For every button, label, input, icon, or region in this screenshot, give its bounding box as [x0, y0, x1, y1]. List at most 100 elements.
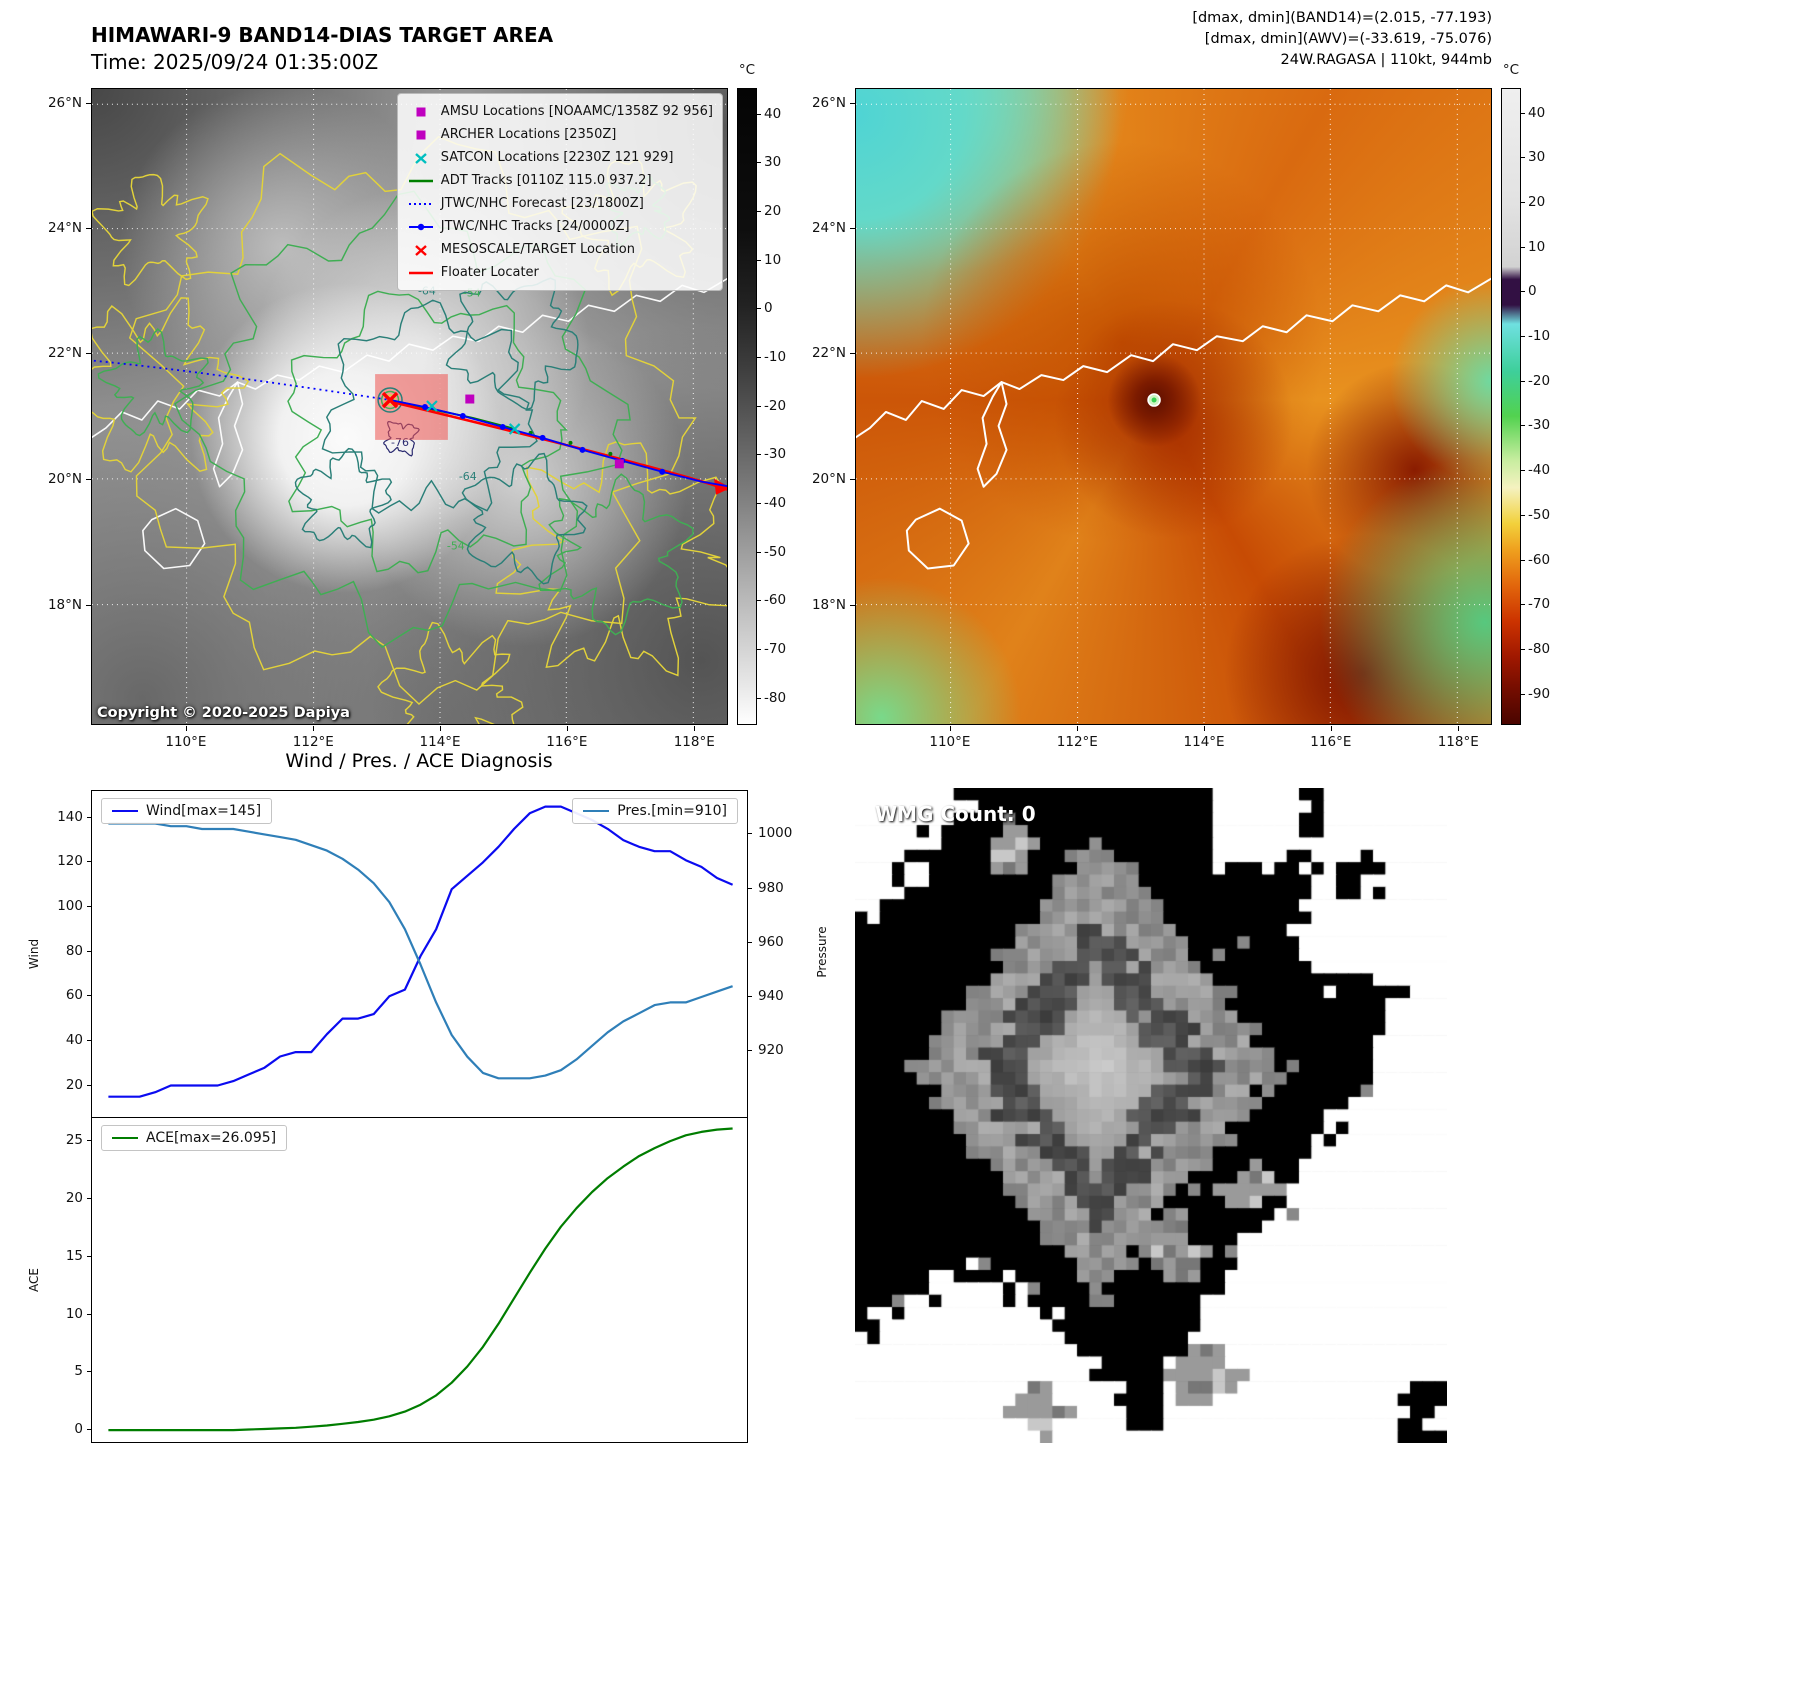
series-pressure — [108, 822, 733, 1080]
legend-item: ARCHER Locations [2350Z] — [407, 123, 713, 146]
lon-tick — [440, 726, 442, 731]
svg-text:-54: -54 — [447, 540, 465, 553]
lon-tick-label: 110°E — [929, 734, 971, 750]
colorbar-tick — [1521, 112, 1525, 114]
chart-tick-label: 0 — [74, 1421, 83, 1438]
colorbar-tick-label: -70 — [764, 641, 787, 658]
wmg-image — [855, 788, 1447, 1443]
lon-tick — [566, 726, 568, 731]
colorbar-tick — [757, 259, 761, 261]
colorbar-tick-label: -30 — [764, 446, 787, 463]
chart-tick-label: 60 — [65, 987, 83, 1004]
dmax-dmin-band14: [dmax, dmin](BAND14)=(2.015, -77.193) — [1192, 10, 1492, 26]
lat-tick-label: 24°N — [47, 220, 82, 237]
colorbar-tick — [757, 551, 761, 553]
chart-tick-label: 20 — [65, 1189, 83, 1206]
chart-tick-label: 940 — [758, 988, 784, 1005]
line-marker-icon — [408, 271, 433, 274]
colorbar-tick-label: 30 — [764, 154, 782, 171]
colorbar-tick — [1521, 291, 1525, 293]
colorbar-tick — [757, 697, 761, 699]
diagnosis-title: Wind / Pres. / ACE Diagnosis — [285, 750, 553, 772]
lon-tick-label: 110°E — [165, 734, 207, 750]
x-marker-icon — [414, 152, 427, 164]
lon-tick — [1077, 726, 1079, 731]
colorbar-tick — [757, 113, 761, 115]
wmg-count-label: WMG Count: 0 — [875, 802, 1036, 826]
colorbar-tick-label: 40 — [764, 105, 782, 122]
wind-axis-label: Wind — [27, 938, 41, 970]
ir-colorbar-unit: °C — [1502, 62, 1520, 78]
colorbar-tick — [1521, 157, 1525, 159]
colorbar-tick — [1521, 470, 1525, 472]
colorbar-tick — [1521, 246, 1525, 248]
ace-chart — [91, 1117, 748, 1443]
colorbar-tick — [1521, 336, 1525, 338]
lon-tick-label: 116°E — [1310, 734, 1352, 750]
colorbar-tick-label: 10 — [764, 251, 782, 268]
legend-item: SATCON Locations [2230Z 121 929] — [407, 146, 713, 169]
colorbar-tick-label: 30 — [1528, 149, 1546, 166]
colorbar-tick-label: 40 — [1528, 104, 1546, 121]
line-marker-icon — [408, 179, 433, 182]
chart-legend: ACE[max=26.095] — [101, 1125, 288, 1151]
lon-tick — [313, 726, 315, 731]
ir-colorbar — [1501, 88, 1521, 725]
chart-tick-label: 1000 — [758, 825, 793, 842]
legend-item-label: AMSU Locations [NOAAMC/1358Z 92 956] — [440, 104, 713, 119]
lon-tick-label: 114°E — [419, 734, 461, 750]
square-marker-icon — [416, 107, 426, 116]
chart-tick-label: 25 — [65, 1132, 83, 1149]
colorbar-tick-label: 0 — [764, 300, 773, 317]
lat-tick-label: 26°N — [47, 95, 82, 112]
chart-legend-label: Pres.[min=910] — [617, 803, 727, 819]
lon-tick — [949, 726, 951, 731]
colorbar-tick — [1521, 559, 1525, 561]
chart-tick-label: 20 — [65, 1076, 83, 1093]
colorbar-tick-label: 0 — [1528, 283, 1537, 300]
legend-item-label: SATCON Locations [2230Z 121 929] — [440, 150, 674, 165]
wmg-image-panel: WMG Count: 0 — [855, 788, 1447, 1443]
lon-tick — [694, 726, 696, 731]
lat-tick-label: 24°N — [811, 220, 846, 237]
legend-item: AMSU Locations [NOAAMC/1358Z 92 956] — [407, 100, 713, 123]
chart-legend: Pres.[min=910] — [572, 798, 738, 824]
colorbar-tick-label: -90 — [1528, 685, 1551, 702]
dmax-dmin-awv: [dmax, dmin](AWV)=(-33.619, -75.076) — [1204, 31, 1492, 48]
band14-title-text: HIMAWARI-9 BAND14-DIAS TARGET AREA — [91, 23, 554, 47]
colorbar-tick — [1521, 693, 1525, 695]
chart-tick-label: 120 — [57, 853, 83, 870]
ir-enhanced-satellite-map — [855, 88, 1492, 725]
lat-tick-label: 20°N — [811, 471, 846, 488]
colorbar-tick — [1521, 380, 1525, 382]
colorbar-tick — [757, 162, 761, 164]
colorbar-tick — [757, 503, 761, 505]
colorbar-tick-label: 10 — [1528, 238, 1546, 255]
colorbar-tick — [1521, 425, 1525, 427]
svg-text:-64: -64 — [459, 470, 477, 483]
storm-id-intensity: 24W.RAGASA | 110kt, 944mb — [1280, 52, 1492, 69]
lon-tick — [1330, 726, 1332, 731]
band14-colorbar — [737, 88, 757, 725]
ace-axis-label: ACE — [27, 1268, 41, 1292]
series-wind — [108, 805, 734, 1098]
#0b0bf0-line-sample — [112, 810, 138, 812]
legend-item-label: JTWC/NHC Forecast [23/1800Z] — [440, 196, 644, 211]
copyright-watermark: Copyright © 2020-2025 Dapiya — [97, 705, 350, 721]
colorbar-tick-label: -10 — [764, 349, 787, 366]
chart-legend: Wind[max=145] — [101, 798, 273, 824]
colorbar-tick-label: -80 — [764, 689, 787, 706]
colorbar-tick-label: -20 — [1528, 372, 1551, 389]
lon-tick-label: 118°E — [1437, 734, 1479, 750]
line-dot-marker-icon — [408, 223, 433, 230]
ir-panel-header: [dmax, dmin](BAND14)=(2.015, -77.193) [d… — [855, 8, 1492, 71]
square-marker-icon — [416, 130, 426, 139]
legend-item-label: MESOSCALE/TARGET Location — [440, 242, 635, 257]
x-marker-icon — [414, 244, 427, 256]
lon-tick-label: 114°E — [1183, 734, 1225, 750]
colorbar-tick — [1521, 604, 1525, 606]
lat-tick-label: 18°N — [811, 597, 846, 614]
legend-item: ADT Tracks [0110Z 115.0 937.2] — [407, 169, 713, 192]
colorbar-tick-label: -50 — [1528, 506, 1551, 523]
colorbar-tick-label: -40 — [764, 495, 787, 512]
